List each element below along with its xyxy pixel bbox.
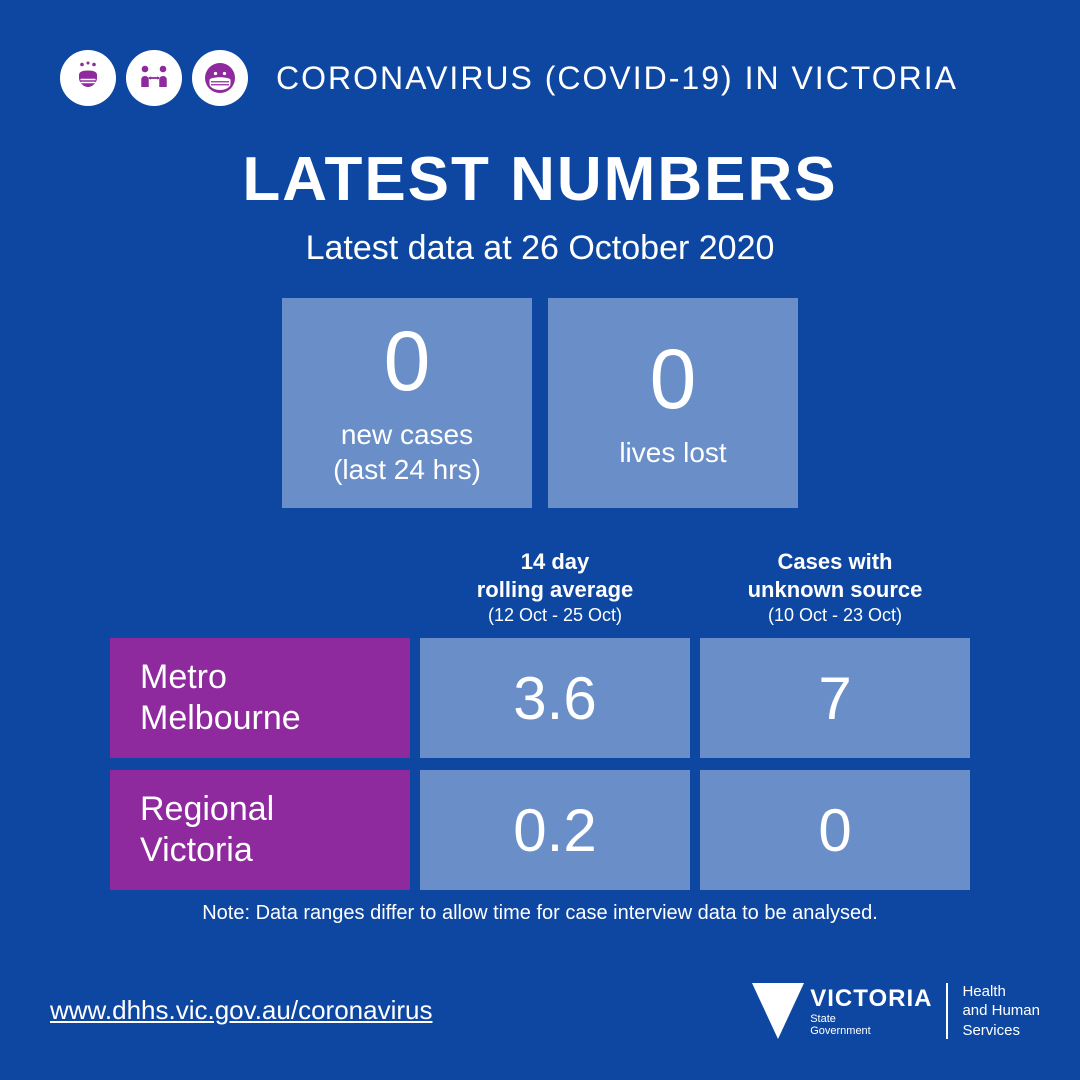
logo-sub: StateGovernment (810, 1013, 932, 1037)
data-cell: 0 (700, 770, 970, 890)
subtitle: Latest data at 26 October 2020 (0, 229, 1080, 268)
col-title: 14 dayrolling average (420, 548, 690, 603)
data-cell: 0.2 (420, 770, 690, 890)
department-name: Healthand HumanServices (962, 982, 1040, 1041)
divider (946, 983, 948, 1039)
data-cell: 7 (700, 638, 970, 758)
table-row: MetroMelbourne 3.6 7 (110, 638, 970, 758)
data-table: 14 dayrolling average (12 Oct - 25 Oct) … (110, 548, 970, 925)
header-title: CORONAVIRUS (COVID-19) IN VICTORIA (276, 60, 958, 97)
footer: www.dhhs.vic.gov.au/coronavirus VICTORIA… (50, 982, 1040, 1041)
stat-card-lives-lost: 0 lives lost (548, 298, 798, 508)
main-title: LATEST NUMBERS (0, 144, 1080, 215)
stat-label: new cases(last 24 hrs) (333, 417, 481, 487)
mask-icon (192, 50, 248, 106)
stat-value: 0 (384, 319, 431, 403)
stat-card-new-cases: 0 new cases(last 24 hrs) (282, 298, 532, 508)
data-cell: 3.6 (420, 638, 690, 758)
row-label-regional: RegionalVictoria (110, 770, 410, 890)
stat-value: 0 (650, 337, 697, 421)
col-sub: (12 Oct - 25 Oct) (420, 605, 690, 626)
col-header-rolling: 14 dayrolling average (12 Oct - 25 Oct) (420, 548, 690, 626)
col-title: Cases withunknown source (700, 548, 970, 603)
victoria-logo: VICTORIA StateGovernment Healthand Human… (752, 982, 1040, 1041)
header-icons (60, 50, 248, 106)
table-row: RegionalVictoria 0.2 0 (110, 770, 970, 890)
footer-url[interactable]: www.dhhs.vic.gov.au/coronavirus (50, 995, 432, 1026)
col-headers: 14 dayrolling average (12 Oct - 25 Oct) … (110, 548, 970, 626)
col-sub: (10 Oct - 23 Oct) (700, 605, 970, 626)
col-header-unknown: Cases withunknown source (10 Oct - 23 Oc… (700, 548, 970, 626)
row-label-metro: MetroMelbourne (110, 638, 410, 758)
table-note: Note: Data ranges differ to allow time f… (110, 902, 970, 925)
stat-cards: 0 new cases(last 24 hrs) 0 lives lost (0, 298, 1080, 508)
distance-icon (126, 50, 182, 106)
stat-label: lives lost (619, 435, 726, 470)
logo-triangle-icon (752, 983, 804, 1039)
logo-text: VICTORIA StateGovernment (810, 985, 932, 1037)
handwash-icon (60, 50, 116, 106)
logo-main: VICTORIA (810, 985, 932, 1013)
header: CORONAVIRUS (COVID-19) IN VICTORIA (0, 0, 1080, 106)
